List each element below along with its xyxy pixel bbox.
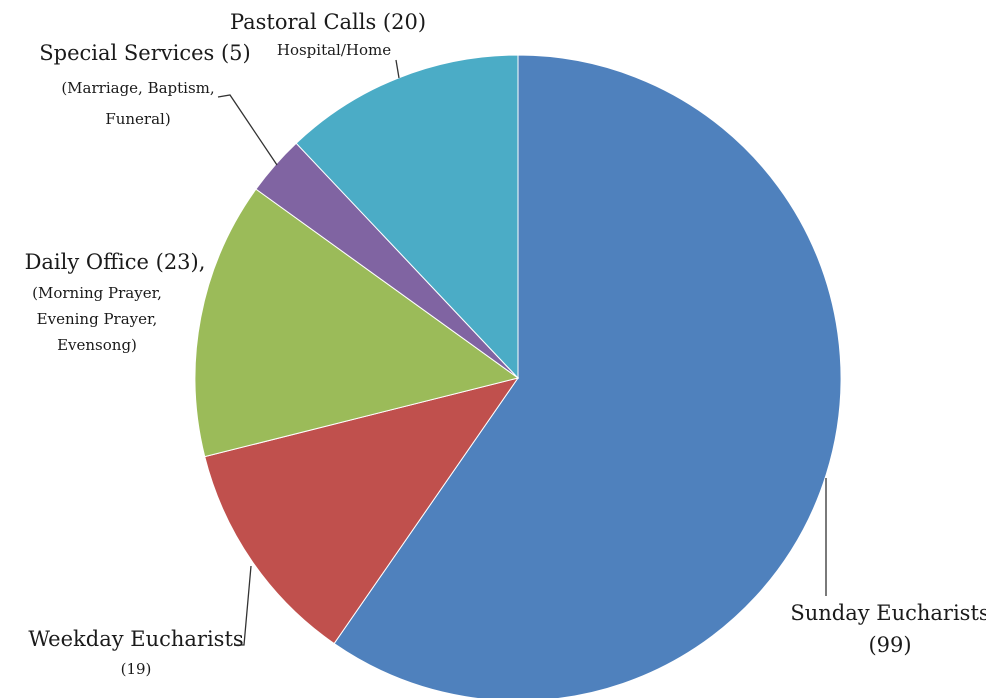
- label-daily-detail-3: Evensong): [57, 336, 137, 354]
- leader-line-weekday: [234, 565, 252, 646]
- label-sunday-count: (99): [868, 633, 911, 657]
- pie-slice-daily: [194, 188, 520, 458]
- pie-slice-sunday: [333, 54, 842, 698]
- label-daily-detail-1: (Morning Prayer,: [32, 284, 162, 302]
- pie-slices: [194, 54, 842, 698]
- pie-slice-weekday: [204, 377, 520, 645]
- label-pastoral-calls: Pastoral Calls (20): [230, 10, 426, 34]
- label-special-services: Special Services (5): [39, 41, 250, 65]
- label-sunday-eucharists: Sunday Eucharists: [790, 601, 986, 625]
- label-weekday-eucharists: Weekday Eucharists: [28, 627, 243, 651]
- leader-line-special: [217, 94, 278, 166]
- label-weekday-count: (19): [121, 660, 152, 678]
- label-daily-detail-2: Evening Prayer,: [37, 310, 158, 328]
- label-daily-office: Daily Office (23),: [25, 250, 206, 274]
- label-special-detail-2: Funeral): [105, 110, 170, 128]
- label-special-detail-1: (Marriage, Baptism,: [61, 79, 214, 97]
- leader-line-pastoral: [395, 59, 400, 79]
- label-pastoral-detail-1: Hospital/Home: [277, 41, 391, 59]
